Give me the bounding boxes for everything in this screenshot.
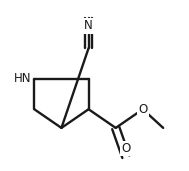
Text: N: N — [84, 19, 93, 32]
Text: O: O — [121, 142, 130, 155]
Text: O: O — [138, 103, 147, 116]
Text: HN: HN — [13, 72, 31, 85]
